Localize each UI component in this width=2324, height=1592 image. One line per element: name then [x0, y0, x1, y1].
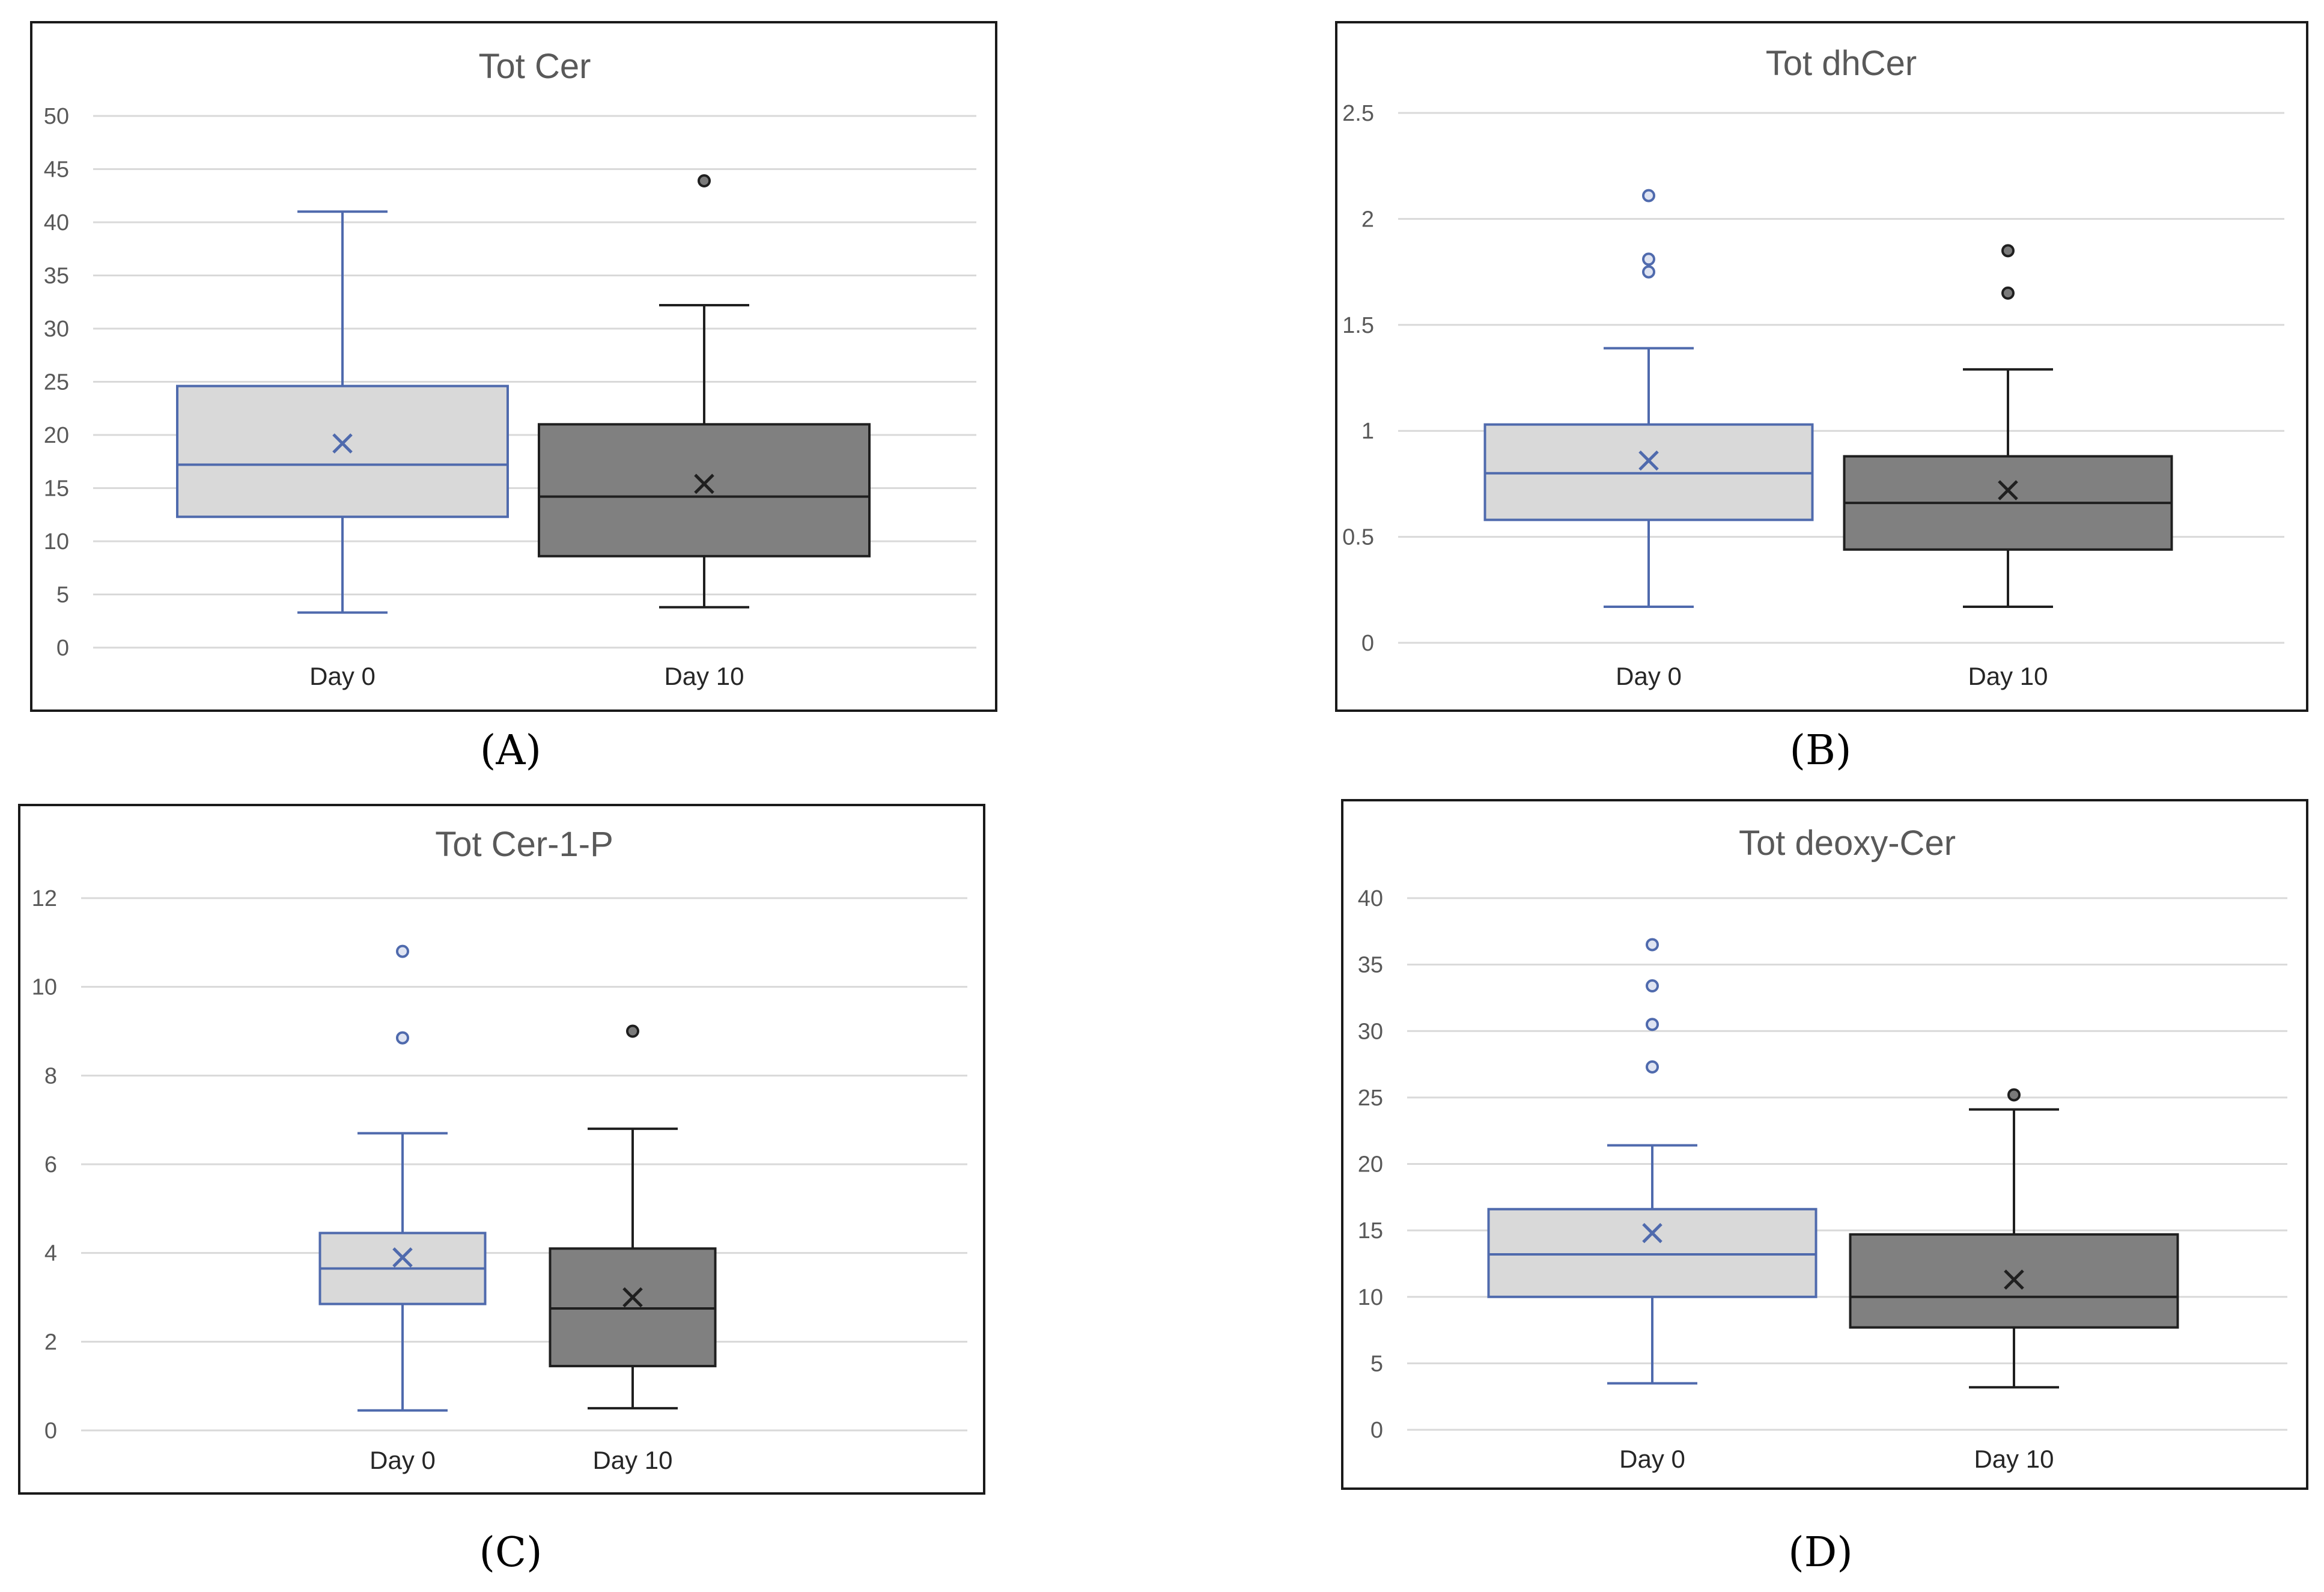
x-category-label: Day 10: [664, 662, 744, 690]
mean-marker: [1638, 450, 1659, 471]
y-tick-label: 6: [44, 1152, 57, 1177]
y-tick-label: 25: [44, 370, 69, 395]
y-tick-label: 40: [44, 210, 69, 235]
box-day-10: [549, 1024, 717, 1410]
box-day-0: [176, 210, 509, 614]
x-category-label: Day 0: [370, 1446, 436, 1474]
y-tick-label: 15: [44, 476, 69, 502]
outlier-point: [2001, 244, 2015, 258]
y-tick-label: 5: [1370, 1351, 1383, 1376]
outlier-point: [1642, 265, 1655, 279]
box-day-0: [1487, 938, 1818, 1385]
chart-frame: [1341, 799, 2308, 1490]
chart-frame: [30, 21, 997, 712]
mean-marker: [1998, 480, 2018, 500]
y-tick-label: 20: [44, 423, 69, 448]
mean-marker: [694, 473, 714, 494]
x-category-label: Day 0: [1619, 1445, 1685, 1473]
chart-title: Tot dhCer: [1766, 44, 1917, 83]
y-tick-label: 2.5: [1342, 101, 1374, 126]
y-tick-label: 35: [44, 264, 69, 289]
y-tick-label: 40: [1358, 886, 1383, 911]
y-tick-label: 1: [1361, 419, 1374, 444]
box-iqr: [1487, 1208, 1818, 1298]
mean-marker: [332, 433, 353, 454]
chart-title: Tot Cer-1-P: [435, 825, 613, 864]
chart-title: Tot deoxy-Cer: [1739, 824, 1956, 863]
outlier-point: [698, 174, 711, 187]
chart-panel-tot-cer: Tot Cer 0 5 10 15 20 25 30 35 40 45 50 Day 0 Day 10: [30, 21, 997, 712]
mean-marker: [392, 1247, 413, 1268]
y-tick-label: 0: [44, 1418, 57, 1444]
y-tick-label: 8: [44, 1063, 57, 1089]
outlier-point: [1642, 189, 1655, 202]
mean-marker: [622, 1287, 643, 1308]
y-tick-label: 0: [56, 636, 69, 661]
y-tick-label: 2: [1361, 207, 1374, 232]
x-category-label: Day 10: [592, 1446, 672, 1474]
mean-marker: [2004, 1269, 2024, 1290]
panel-label-a: (A): [479, 727, 542, 774]
panel-label-b: (B): [1789, 727, 1852, 774]
y-tick-label: 50: [44, 104, 69, 129]
chart-tot-dhcer: Tot dhCer 0 0.5 1 1.5 2 2.5 Day 0 Day 10: [1335, 21, 2308, 712]
x-category-label: Day 10: [1974, 1445, 2054, 1473]
x-category-label: Day 0: [1616, 662, 1682, 690]
y-tick-label: 5: [56, 583, 69, 608]
outlier-point: [1646, 1018, 1659, 1031]
outlier-point: [396, 1031, 409, 1045]
box-day-10: [538, 174, 871, 609]
x-category-label: Day 10: [1968, 662, 2048, 690]
panel-label-c: (C): [479, 1529, 543, 1576]
chart-tot-deoxy-cer: Tot deoxy-Cer 0 5 10 15 20 25 30 35 40 Day 0 Day 10: [1341, 799, 2308, 1490]
y-tick-label: 20: [1358, 1152, 1383, 1177]
chart-panel-tot-deoxy-cer: Tot deoxy-Cer 0 5 10 15 20 25 30 35 40 Day 0 Day 10: [1341, 799, 2308, 1490]
box-day-0: [1483, 189, 1814, 609]
y-tick-label: 10: [44, 529, 69, 554]
y-tick-label: 45: [44, 157, 69, 183]
chart-tot-cer-1-p: Tot Cer-1-P 0 2 4 6 8 10 12 Day 0 Day 10: [18, 804, 985, 1495]
outlier-point: [396, 944, 409, 958]
chart-panel-tot-cer-1-p: Tot Cer-1-P 0 2 4 6 8 10 12 Day 0 Day 10: [18, 804, 985, 1495]
chart-title: Tot Cer: [479, 47, 591, 86]
outlier-point: [1646, 1060, 1659, 1074]
y-tick-label: 30: [44, 317, 69, 342]
outlier-point: [1642, 252, 1655, 266]
y-tick-label: 1.5: [1342, 313, 1374, 338]
mean-marker: [1642, 1223, 1662, 1244]
outlier-point: [2001, 286, 2015, 300]
box-iqr: [176, 384, 509, 518]
box-day-10: [1843, 244, 2173, 609]
y-tick-label: 0: [1361, 631, 1374, 656]
x-category-label: Day 0: [309, 662, 376, 690]
y-tick-label: 2: [44, 1329, 57, 1355]
y-tick-label: 10: [32, 975, 57, 1000]
outlier-point: [2007, 1088, 2021, 1102]
y-tick-label: 4: [44, 1241, 57, 1266]
y-tick-label: 30: [1358, 1019, 1383, 1044]
box-day-0: [318, 944, 487, 1412]
outlier-point: [1646, 938, 1659, 952]
chart-frame: [18, 804, 985, 1495]
outlier-point: [1646, 979, 1659, 993]
outlier-point: [626, 1024, 639, 1038]
panel-label-d: (D): [1788, 1529, 1853, 1576]
y-tick-label: 10: [1358, 1285, 1383, 1310]
y-tick-label: 35: [1358, 953, 1383, 978]
box-day-10: [1849, 1088, 2179, 1389]
chart-frame: [1335, 21, 2308, 712]
box-iqr: [538, 423, 871, 558]
y-tick-label: 12: [32, 886, 57, 911]
chart-tot-cer: Tot Cer 0 5 10 15 20 25 30 35 40 45 50 Day 0 Day 10: [30, 21, 997, 712]
y-tick-label: 0: [1370, 1418, 1383, 1443]
y-tick-label: 0.5: [1342, 525, 1374, 550]
y-tick-label: 15: [1358, 1218, 1383, 1244]
y-tick-label: 25: [1358, 1086, 1383, 1111]
chart-panel-tot-dhcer: Tot dhCer 0 0.5 1 1.5 2 2.5 Day 0 Day 10: [1335, 21, 2308, 712]
